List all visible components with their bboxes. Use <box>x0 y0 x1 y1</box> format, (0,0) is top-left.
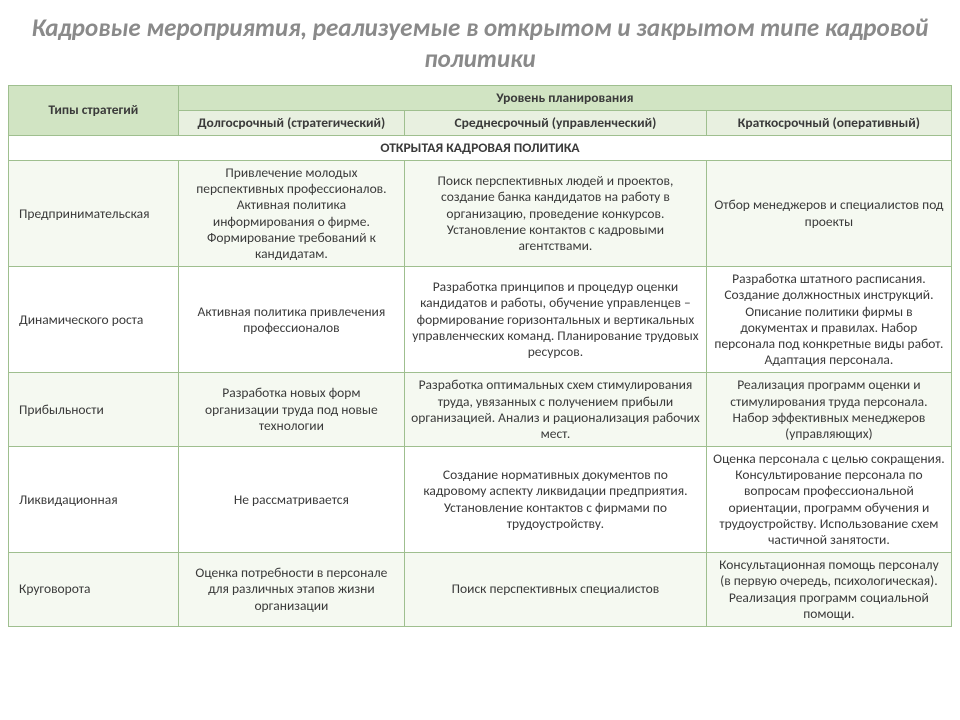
cell-strategy: Ликвидационная <box>9 447 179 553</box>
table-row: Динамического роста Активная политика пр… <box>9 267 952 373</box>
cell-short: Консультационная помощь персоналу (в пер… <box>706 553 951 627</box>
cell-short: Оценка персонала с целью сокращения. Кон… <box>706 447 951 553</box>
cell-strategy: Прибыльности <box>9 373 179 447</box>
cell-mid: Поиск перспективных людей и проектов, со… <box>405 161 707 267</box>
cell-strategy: Динамического роста <box>9 267 179 373</box>
header-mid-term: Среднесрочный (управленческий) <box>405 110 707 135</box>
cell-strategy: Круговорота <box>9 553 179 627</box>
cell-long: Не рассматривается <box>178 447 404 553</box>
table-row: Круговорота Оценка потребности в персона… <box>9 553 952 627</box>
cell-short: Отбор менеджеров и специалистов под прое… <box>706 161 951 267</box>
cell-mid: Разработка принципов и процедур оценки к… <box>405 267 707 373</box>
hr-policy-table: Типы стратегий Уровень планирования Долг… <box>8 85 952 627</box>
cell-long: Активная политика привлечения профессион… <box>178 267 404 373</box>
cell-strategy: Предпринимательская <box>9 161 179 267</box>
cell-long: Оценка потребности в персонале для разли… <box>178 553 404 627</box>
cell-short: Разработка штатного расписания. Создание… <box>706 267 951 373</box>
cell-short: Реализация программ оценки и стимулирова… <box>706 373 951 447</box>
table-row: Предпринимательская Привлечение молодых … <box>9 161 952 267</box>
cell-mid: Создание нормативных документов по кадро… <box>405 447 707 553</box>
page-title: Кадровые мероприятия, реализуемые в откр… <box>8 12 952 75</box>
cell-long: Разработка новых форм организации труда … <box>178 373 404 447</box>
table-row: Ликвидационная Не рассматривается Создан… <box>9 447 952 553</box>
header-planning-level: Уровень планирования <box>178 85 951 110</box>
header-strategy-types: Типы стратегий <box>9 85 179 135</box>
header-short-term: Краткосрочный (оперативный) <box>706 110 951 135</box>
cell-mid: Поиск перспективных специалистов <box>405 553 707 627</box>
table-row: Прибыльности Разработка новых форм орган… <box>9 373 952 447</box>
cell-long: Привлечение молодых перспективных профес… <box>178 161 404 267</box>
cell-mid: Разработка оптимальных схем стимулирован… <box>405 373 707 447</box>
header-long-term: Долгосрочный (стратегический) <box>178 110 404 135</box>
section-open-policy: ОТКРЫТАЯ КАДРОВАЯ ПОЛИТИКА <box>9 135 952 160</box>
